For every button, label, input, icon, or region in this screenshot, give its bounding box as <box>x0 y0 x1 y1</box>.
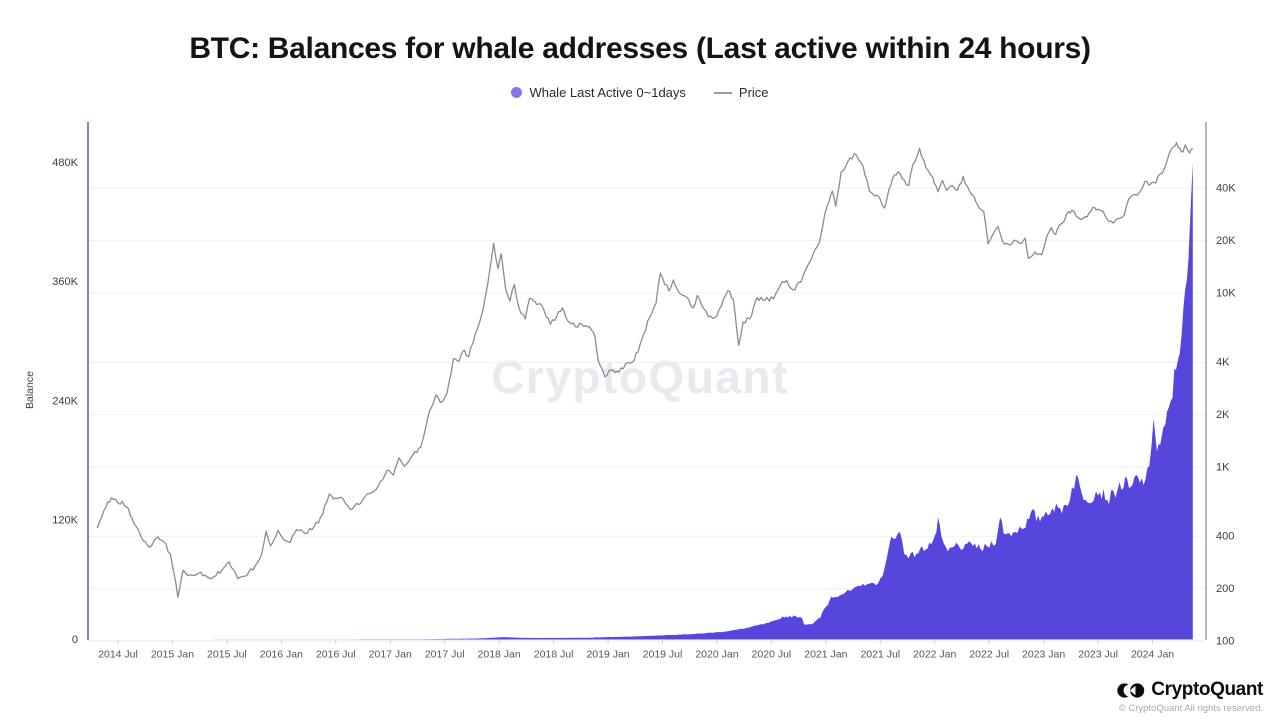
chart-legend: Whale Last Active 0~1days Price <box>0 85 1280 100</box>
x-axis-tick-label: 2019 Jan <box>586 649 629 661</box>
x-axis-tick-label: 2014 Jul <box>98 649 138 661</box>
x-axis-tick-label: 2016 Jul <box>316 649 356 661</box>
whale-balance-area[interactable] <box>97 162 1193 640</box>
x-axis-tick-label: 2015 Jan <box>151 649 194 661</box>
footer: CryptoQuant © CryptoQuant All rights res… <box>1117 679 1263 714</box>
footer-copyright: © CryptoQuant All rights reserved. <box>1118 703 1263 714</box>
x-axis-tick-label: 2015 Jul <box>207 649 247 661</box>
chart-title: BTC: Balances for whale addresses (Last … <box>189 32 1091 65</box>
legend-item-whale[interactable]: Whale Last Active 0~1days <box>511 85 686 100</box>
price-line[interactable] <box>96 141 1194 599</box>
cryptoquant-logo-icon <box>1117 682 1145 698</box>
y-axis-right-tick-label: 40K <box>1216 183 1236 195</box>
x-axis-tick-label: 2021 Jan <box>804 649 847 661</box>
x-axis-tick-label: 2018 Jan <box>478 649 521 661</box>
y-axis-right-tick-label: 100 <box>1216 636 1234 648</box>
x-axis-tick-label: 2017 Jan <box>369 649 412 661</box>
x-axis-tick-label: 2023 Jul <box>1078 649 1118 661</box>
legend-label-whale: Whale Last Active 0~1days <box>529 85 686 100</box>
x-axis-tick-label: 2017 Jul <box>425 649 465 661</box>
watermark: CryptoQuant <box>491 351 789 403</box>
y-axis-right-tick-label: 4K <box>1216 357 1230 369</box>
x-axis-tick-label: 2022 Jan <box>913 649 956 661</box>
x-axis-tick-label: 2019 Jul <box>643 649 683 661</box>
y-axis-left-tick-label: 360K <box>52 276 78 288</box>
y-axis-left-tick-label: 120K <box>52 515 78 527</box>
y-axis-title: Balance <box>24 371 36 409</box>
legend-item-price[interactable]: Price <box>713 85 769 100</box>
x-axis-tick-label: 2020 Jul <box>752 649 792 661</box>
y-axis-right-tick-label: 20K <box>1216 235 1236 247</box>
price-series-line-icon <box>713 91 732 94</box>
y-axis-right-tick-label: 400 <box>1216 531 1234 543</box>
x-axis-tick-label: 2018 Jul <box>534 649 574 661</box>
x-axis-tick-label: 2020 Jan <box>695 649 738 661</box>
x-axis-tick-label: 2023 Jan <box>1022 649 1065 661</box>
y-axis-right-tick-label: 1K <box>1216 462 1230 474</box>
whale-series-dot-icon <box>511 87 523 98</box>
legend-label-price: Price <box>738 85 769 100</box>
y-axis-right-tick-label: 200 <box>1216 583 1234 595</box>
y-axis-right-tick-label: 2K <box>1216 409 1230 421</box>
x-axis-tick-label: 2016 Jan <box>260 649 303 661</box>
y-axis-right-tick-label: 10K <box>1216 288 1236 300</box>
footer-brand: CryptoQuant <box>1151 679 1263 700</box>
y-axis-left-tick-label: 0 <box>72 634 78 646</box>
footer-brand-row: CryptoQuant <box>1117 679 1263 701</box>
y-axis-left-tick-label: 240K <box>52 395 78 407</box>
y-axis-left-tick-label: 480K <box>52 157 78 169</box>
x-axis-tick-label: 2022 Jul <box>969 649 1009 661</box>
x-axis-tick-label: 2024 Jan <box>1131 649 1174 661</box>
x-axis-tick-label: 2021 Jul <box>860 649 900 661</box>
